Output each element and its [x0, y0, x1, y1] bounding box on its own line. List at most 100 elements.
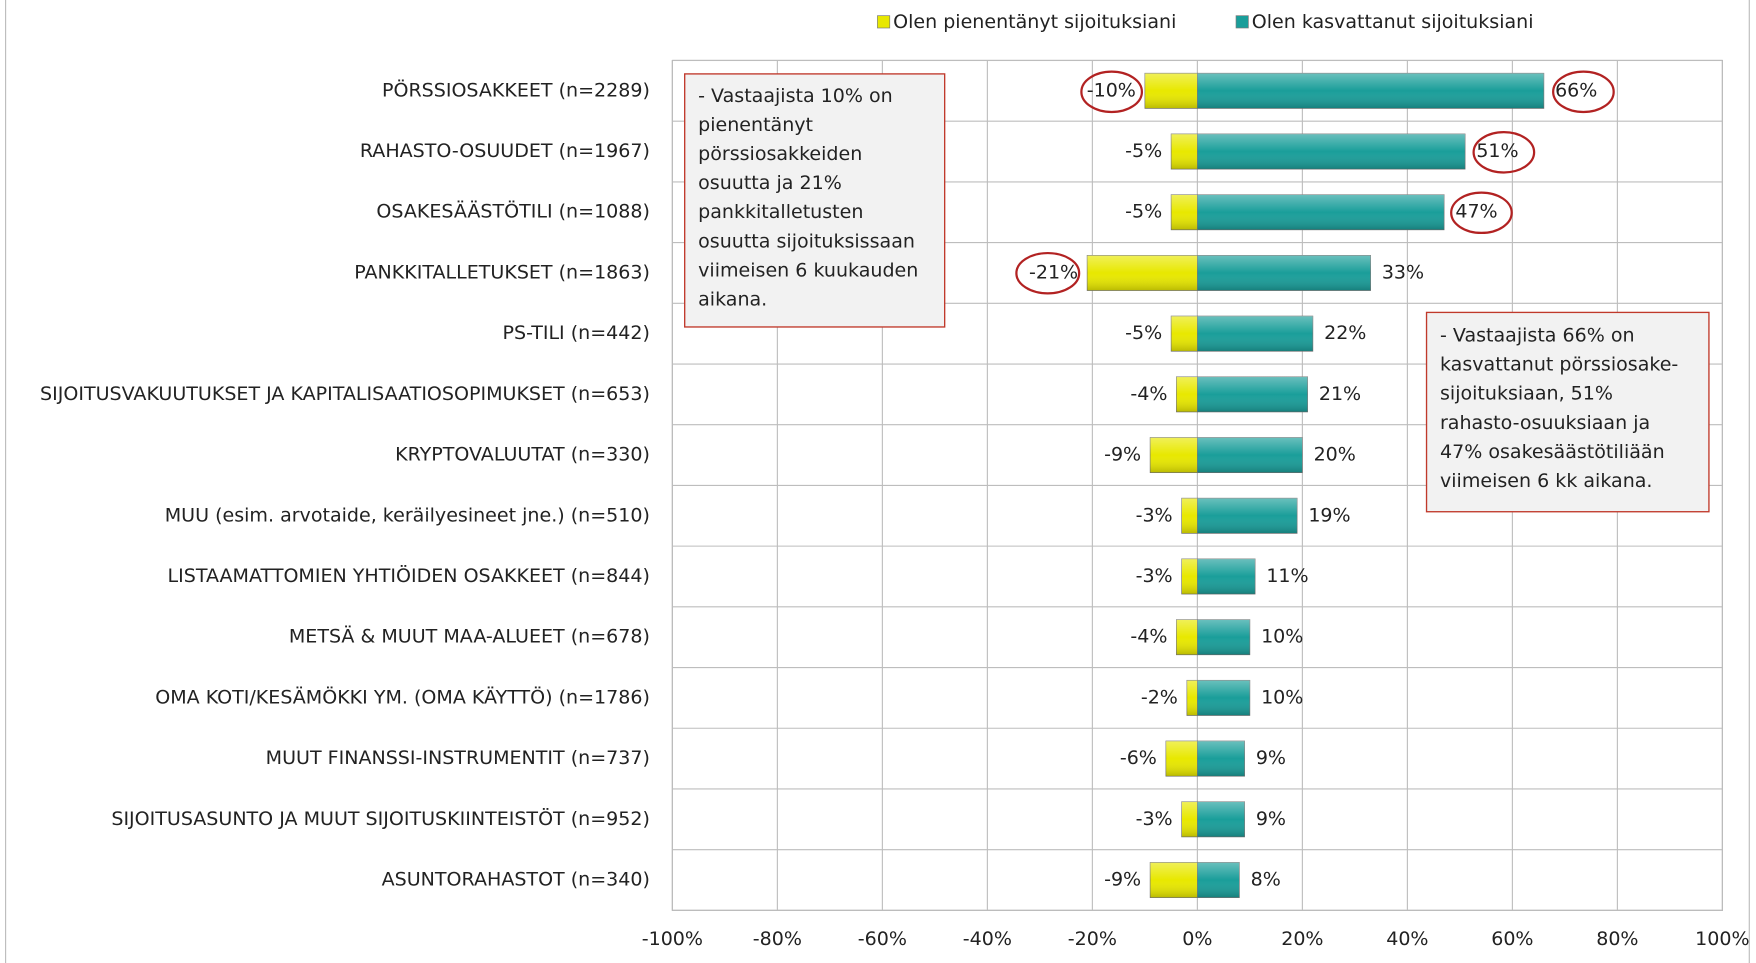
bar-shade	[1176, 376, 1198, 412]
value-label: 66%	[1555, 79, 1597, 101]
plot: -100% -80% -60% -40% -20% 0% 20% 40% 60% 80% 100% P…	[40, 59, 1750, 950]
annotation-box	[1425, 311, 1710, 513]
bar-shade	[1150, 862, 1198, 898]
annotation-text: viimeisen 6 kuukauden	[698, 259, 918, 281]
value-label: 19%	[1308, 504, 1350, 526]
annotation-text: - Vastaajista 10% on	[698, 85, 893, 107]
value-label: -4%	[1130, 626, 1167, 648]
annotation-text: rahasto-osuuksiaan ja	[1440, 412, 1650, 434]
annotation-text: aikana.	[698, 289, 767, 311]
value-label: 8%	[1251, 869, 1281, 891]
highlight-circles	[1015, 70, 1615, 295]
annotation-text: osuutta ja 21%	[698, 172, 842, 194]
legend-swatch	[877, 15, 891, 29]
y-tick-label: RAHASTO-OSUUDET (n=1967)	[360, 140, 650, 162]
bar-shade	[1181, 558, 1198, 595]
bar-shade	[1186, 680, 1198, 716]
value-label: 9%	[1256, 747, 1286, 769]
bar-shade	[1087, 255, 1198, 291]
x-tick-label: -60%	[858, 928, 907, 950]
value-label: -3%	[1136, 565, 1173, 587]
bar-shade	[1197, 376, 1308, 412]
value-label: 10%	[1261, 686, 1303, 708]
legend-swatch	[1235, 15, 1249, 29]
bar-shade	[1197, 558, 1256, 595]
value-label: 9%	[1256, 808, 1286, 830]
value-label: -10%	[1087, 79, 1136, 101]
y-tick-label: SIJOITUSVAKUUTUKSET JA KAPITALISAATIOSOP…	[40, 383, 650, 405]
bar-shade	[1197, 194, 1445, 230]
annotation-text: pörssiosakkeiden	[698, 143, 862, 165]
value-label: -9%	[1104, 869, 1141, 891]
legend-label: Olen kasvattanut sijoituksiani	[1252, 11, 1534, 33]
x-tick-label: -100%	[642, 928, 703, 950]
annotation-text: viimeisen 6 kk aikana.	[1440, 470, 1653, 492]
y-tick-label: PS-TILI (n=442)	[503, 322, 650, 344]
highlight	[1552, 70, 1615, 114]
bar-shade	[1171, 194, 1198, 230]
highlight	[1450, 191, 1513, 235]
x-tick-label: 20%	[1281, 928, 1323, 950]
bar-shade	[1165, 740, 1198, 777]
y-tick-label: PANKKITALLETUKSET (n=1863)	[354, 261, 650, 283]
bar-shade	[1171, 316, 1198, 352]
x-tick-label: 100%	[1695, 928, 1749, 950]
bar-shade	[1181, 801, 1198, 837]
y-tick-label: OSAKESÄÄSTÖTILI (n=1088)	[376, 200, 650, 223]
highlight	[1015, 251, 1081, 295]
annotation-text: 47% osakesäästötiliään	[1440, 441, 1665, 463]
bar-shade	[1197, 73, 1544, 109]
annotation-text: sijoituksiaan, 51%	[1440, 383, 1613, 405]
annotation-text: osuutta sijoituksissaan	[698, 230, 915, 252]
y-tick-label: ASUNTORAHASTOT (n=340)	[382, 869, 650, 891]
value-label: 11%	[1266, 565, 1308, 587]
y-tick-label: OMA KOTI/KESÄMÖKKI YM. (OMA KÄYTTÖ) (n=1…	[155, 685, 650, 708]
x-tick-label: 40%	[1386, 928, 1428, 950]
bar-shade	[1197, 862, 1240, 898]
bar-shade	[1176, 619, 1198, 655]
highlight	[1080, 70, 1144, 114]
x-tick-label: -40%	[963, 928, 1012, 950]
value-label: -2%	[1141, 686, 1178, 708]
x-tick-label: -80%	[753, 928, 802, 950]
bar-shade	[1197, 316, 1313, 352]
x-tick-label: -20%	[1068, 928, 1117, 950]
y-tick-label: SIJOITUSASUNTO JA MUUT SIJOITUSKIINTEIST…	[111, 807, 650, 830]
value-label: -21%	[1029, 261, 1078, 283]
value-label: -3%	[1136, 504, 1173, 526]
value-label: -6%	[1120, 747, 1157, 769]
bar-shade	[1197, 680, 1250, 716]
value-label: 22%	[1324, 322, 1366, 344]
highlight	[1472, 131, 1536, 174]
bar-shade	[1197, 133, 1466, 170]
annotation-text: pankkitalletusten	[698, 201, 863, 223]
value-label: -4%	[1130, 383, 1167, 405]
value-label: 21%	[1319, 383, 1361, 405]
bar-shade	[1197, 437, 1303, 473]
value-label: 51%	[1476, 140, 1518, 162]
value-label: 33%	[1382, 261, 1424, 283]
value-label: -5%	[1125, 322, 1162, 344]
bar-shade	[1171, 133, 1198, 170]
bar-shade	[1197, 801, 1245, 837]
value-label: 10%	[1261, 626, 1303, 648]
bar-shade	[1197, 498, 1298, 534]
bar-shade	[1197, 619, 1250, 655]
y-tick-label: LISTAAMATTOMIEN YHTIÖIDEN OSAKKEET (n=84…	[168, 564, 650, 587]
bar-shade	[1181, 498, 1198, 534]
legend-label: Olen pienentänyt sijoituksiani	[893, 11, 1176, 33]
x-tick-label: 60%	[1491, 928, 1533, 950]
value-label: -5%	[1125, 140, 1162, 162]
legend: Olen pienentänyt sijoituksiani Olen kasva…	[877, 11, 1534, 33]
x-tick-label: 0%	[1182, 928, 1212, 950]
y-tick-label: MUU (esim. arvotaide, keräilyesineet jne…	[165, 504, 650, 526]
annotation-box	[684, 73, 946, 328]
value-label: -9%	[1104, 444, 1141, 466]
value-label: 47%	[1455, 201, 1497, 223]
value-label: 20%	[1314, 444, 1356, 466]
annotation: - Vastaajista 10% on pienentänyt pörssiosa…	[684, 73, 946, 328]
value-label: -5%	[1125, 201, 1162, 223]
bar-shade	[1144, 73, 1198, 109]
annotation: - Vastaajista 66% on kasvattanut pörssios…	[1425, 311, 1710, 513]
